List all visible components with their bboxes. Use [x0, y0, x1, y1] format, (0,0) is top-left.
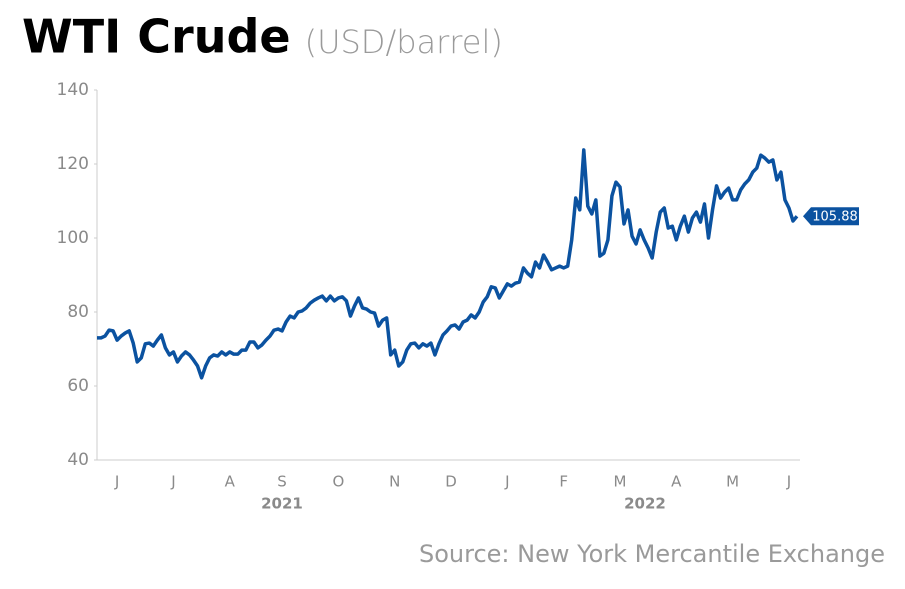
x-tick-label: N — [389, 473, 400, 491]
year-label: 2021 — [261, 495, 303, 513]
price-line — [97, 148, 799, 380]
last-value-label: 105.88 — [812, 210, 858, 225]
y-tick-label: 80 — [67, 302, 89, 322]
x-tick-label: A — [225, 473, 236, 491]
y-tick-label: 40 — [67, 450, 89, 470]
chart-title: WTI Crude — [22, 10, 291, 64]
year-label: 2022 — [624, 495, 666, 513]
y-tick-label: 100 — [57, 228, 89, 248]
x-tick-label: S — [277, 473, 287, 491]
x-tick-label: F — [559, 473, 568, 491]
x-tick-label: J — [114, 473, 119, 491]
x-tick-label: D — [445, 473, 457, 491]
last-value-tag — [803, 207, 859, 226]
x-tick-label: J — [786, 473, 791, 491]
y-tick-label: 60 — [67, 376, 89, 396]
x-tick-label: M — [614, 473, 627, 491]
x-tick-label: M — [726, 473, 739, 491]
chart-subtitle: (USD/barrel) — [305, 23, 503, 61]
x-tick-label: J — [504, 473, 509, 491]
y-tick-label: 140 — [57, 80, 89, 100]
x-tick-label: A — [671, 473, 682, 491]
x-tick-label: J — [170, 473, 175, 491]
source-note: Source: New York Mercantile Exchange — [419, 540, 885, 568]
y-tick-label: 120 — [57, 154, 89, 174]
x-tick-label: O — [332, 473, 344, 491]
